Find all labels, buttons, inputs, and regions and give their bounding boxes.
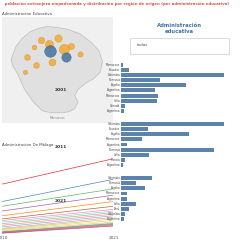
Bar [121,143,128,146]
Bar [121,186,145,190]
Bar [121,94,158,98]
Point [48,49,52,53]
Text: Argelia: Argelia [111,132,120,136]
Bar [121,181,136,185]
Bar [121,217,124,221]
Text: 2011: 2011 [54,145,67,149]
Text: Colombia: Colombia [107,122,120,126]
Bar [121,148,214,151]
Point [39,38,43,42]
Text: Argentina: Argentina [107,163,120,167]
Text: Marruecos: Marruecos [106,191,120,196]
Text: Italia: Italia [114,153,120,157]
Bar [121,163,123,167]
Text: Administración Educativa: Administración Educativa [2,12,52,16]
Bar [121,212,125,216]
Bar [121,104,125,108]
Bar [121,89,155,92]
Bar [121,78,160,82]
Text: Argelia: Argelia [111,186,120,190]
Text: todas: todas [137,43,149,47]
Point [25,55,29,59]
Point [34,63,38,67]
Polygon shape [11,27,102,113]
FancyBboxPatch shape [130,38,229,54]
Text: Marruecos: Marruecos [106,63,120,67]
Point [78,52,82,56]
Text: Administración
educativa: Administración educativa [157,23,202,34]
Text: Argentina: Argentina [107,197,120,201]
Text: Argentina: Argentina [107,217,120,221]
Bar [121,122,224,126]
Text: Canadá: Canadá [110,104,120,108]
Bar [121,153,149,157]
Bar [121,137,142,141]
Text: Colombia: Colombia [107,73,120,77]
Point [51,60,54,64]
Text: Colombia: Colombia [107,212,120,216]
Text: Argentina: Argentina [107,88,120,92]
Text: población extranjera empadronada y distribución por región de origen (por admini: población extranjera empadronada y distr… [2,2,229,7]
Point [31,45,35,49]
Text: Marruecos: Marruecos [106,94,120,98]
Text: Marruecos: Marruecos [50,116,66,120]
Text: Rumanía: Rumanía [108,78,120,82]
Bar [121,127,148,131]
Text: Argentina: Argentina [107,109,120,113]
Bar [121,109,124,113]
Point [56,36,60,40]
Bar [121,191,128,196]
Bar [121,158,125,162]
Text: Rumanía: Rumanía [108,148,120,152]
Text: Ecuador: Ecuador [109,127,120,131]
Bar [121,207,129,211]
Bar [121,176,152,180]
Text: Administración De Málaga: Administración De Málaga [2,143,54,147]
Bar [121,68,129,72]
Text: Argelia: Argelia [111,83,120,87]
Text: Francia: Francia [111,158,120,162]
Point [47,42,51,45]
Point [64,55,68,59]
Text: Perú: Perú [114,207,120,211]
Bar [121,99,157,103]
Text: Argentina: Argentina [107,143,120,146]
Text: Ecuador: Ecuador [109,68,120,72]
Bar [121,83,186,87]
Text: Italia: Italia [114,202,120,206]
Text: Rumanía: Rumanía [108,181,120,185]
Bar [121,63,123,67]
Bar [121,73,224,77]
Bar [121,132,189,136]
Point [23,70,27,74]
Text: 2001: 2001 [54,88,67,92]
Bar [121,197,128,201]
Point [61,47,65,51]
Text: 2021: 2021 [54,199,67,203]
Text: Colombia: Colombia [107,176,120,180]
Bar [121,202,136,206]
Text: Italia: Italia [114,99,120,103]
Point [69,44,73,48]
Text: Marruecos: Marruecos [106,137,120,141]
